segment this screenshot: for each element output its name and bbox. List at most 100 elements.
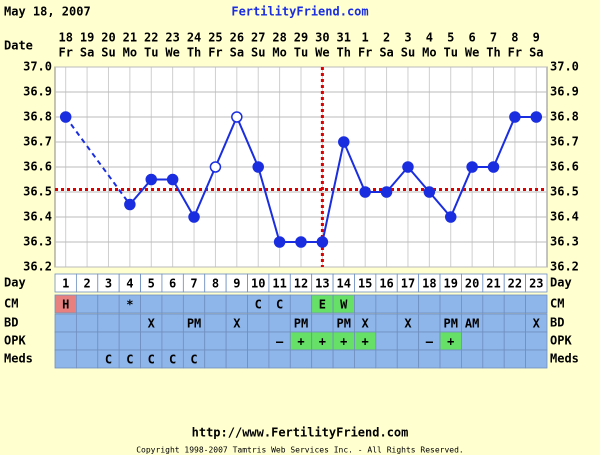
table-cell: [503, 294, 527, 314]
table-cell: [75, 294, 99, 314]
weekday-label: Su: [401, 46, 415, 60]
temperature-point: [402, 161, 414, 173]
row-label: BD: [4, 316, 18, 330]
cell-text: X: [404, 317, 412, 331]
weekday-label: Sa: [529, 46, 543, 60]
table-cell: [503, 349, 527, 369]
table-cell: [225, 294, 248, 314]
weekday-label: Fr: [508, 46, 522, 60]
chart-date: May 18, 2007: [4, 5, 91, 19]
date-label: 24: [187, 31, 201, 45]
y-tick-label: 36.6: [23, 160, 52, 174]
y-tick-label: 36.5: [23, 185, 52, 199]
cell-text: +: [319, 335, 326, 349]
table-cell: [503, 331, 527, 351]
table-cell: [54, 313, 77, 333]
table-cell: [311, 313, 334, 333]
cell-text: 9: [233, 277, 240, 291]
table-cell: [247, 349, 270, 369]
cell-text: 8: [212, 277, 219, 291]
date-label: 20: [101, 31, 115, 45]
temperature-point: [316, 236, 329, 248]
table-cell: [182, 331, 206, 351]
cell-text: 14: [337, 277, 351, 291]
table-cell: [225, 349, 248, 369]
table-cell: [204, 294, 227, 314]
table-cell: [461, 331, 484, 351]
table-cell: [332, 349, 355, 369]
y-tick-label-right: 36.7: [550, 135, 579, 149]
table-cell: [161, 294, 184, 314]
temperature-point: [380, 186, 393, 198]
temperature-point: [59, 111, 72, 123]
table-cell: [97, 294, 120, 314]
table-cell: [225, 331, 248, 351]
table-cell: [482, 331, 505, 351]
weekday-label: Tu: [144, 46, 158, 60]
cell-text: X: [362, 317, 370, 331]
table-cell: [482, 349, 505, 369]
date-label: 6: [469, 31, 476, 45]
cell-text: +: [447, 335, 454, 349]
temperature-point: [209, 161, 222, 173]
cell-text: PM: [444, 317, 458, 331]
table-cell: [75, 313, 99, 333]
table-cell: [54, 331, 77, 351]
y-tick-label: 36.7: [23, 135, 52, 149]
row-label: Day: [4, 276, 26, 290]
table-cell: [354, 294, 377, 314]
table-cell: [375, 313, 398, 333]
table-cell: [97, 331, 120, 351]
y-tick-label: 36.9: [23, 85, 52, 99]
table-cell: [289, 349, 313, 369]
cell-text: PM: [294, 317, 308, 331]
cell-text: W: [340, 298, 348, 312]
cell-text: 21: [486, 277, 500, 291]
date-label: 1: [362, 31, 369, 45]
date-label: 28: [272, 31, 286, 45]
weekday-label: We: [315, 46, 329, 60]
table-cell: [503, 313, 527, 333]
table-cell: [354, 349, 377, 369]
table-cell: [204, 349, 227, 369]
table-cell: [461, 349, 484, 369]
table-cell: [182, 294, 206, 314]
table-cell: [161, 313, 184, 333]
weekday-label: We: [465, 46, 479, 60]
weekday-label: Th: [486, 46, 500, 60]
date-label: 8: [511, 31, 518, 45]
table-cell: [54, 349, 77, 369]
date-label: 29: [294, 31, 308, 45]
date-label: 26: [230, 31, 244, 45]
cell-text: 5: [148, 277, 155, 291]
y-tick-label: 37.0: [23, 60, 52, 74]
y-tick-label-right: 36.4: [550, 210, 579, 224]
weekday-label: Tu: [444, 46, 458, 60]
row-label-right: BD: [550, 316, 564, 330]
table-cell: [396, 294, 420, 314]
cell-text: +: [362, 335, 369, 349]
temperature-point: [509, 111, 521, 123]
temperature-line: [129, 114, 537, 243]
site-title: FertilityFriend.com: [231, 5, 368, 19]
table-cell: [247, 313, 270, 333]
weekday-label: Mo: [272, 46, 286, 60]
weekday-label: Fr: [358, 46, 372, 60]
temperature-point: [166, 173, 179, 186]
cell-text: AM: [465, 317, 479, 331]
temperature-point: [338, 136, 350, 148]
date-label: 22: [144, 31, 158, 45]
cell-text: 4: [126, 277, 133, 291]
weekday-label: We: [165, 46, 179, 60]
cell-text: X: [148, 317, 156, 331]
cell-text: 3: [105, 277, 112, 291]
cell-text: C: [148, 353, 155, 367]
table-cell: [461, 294, 484, 314]
weekday-label: Sa: [230, 46, 244, 60]
copyright: Copyright 1998-2007 Tamtris Web Services…: [136, 446, 464, 455]
table-cell: [140, 294, 163, 314]
table-cell: [396, 349, 420, 369]
table-cell: [525, 273, 548, 293]
table-cell: [75, 331, 99, 351]
